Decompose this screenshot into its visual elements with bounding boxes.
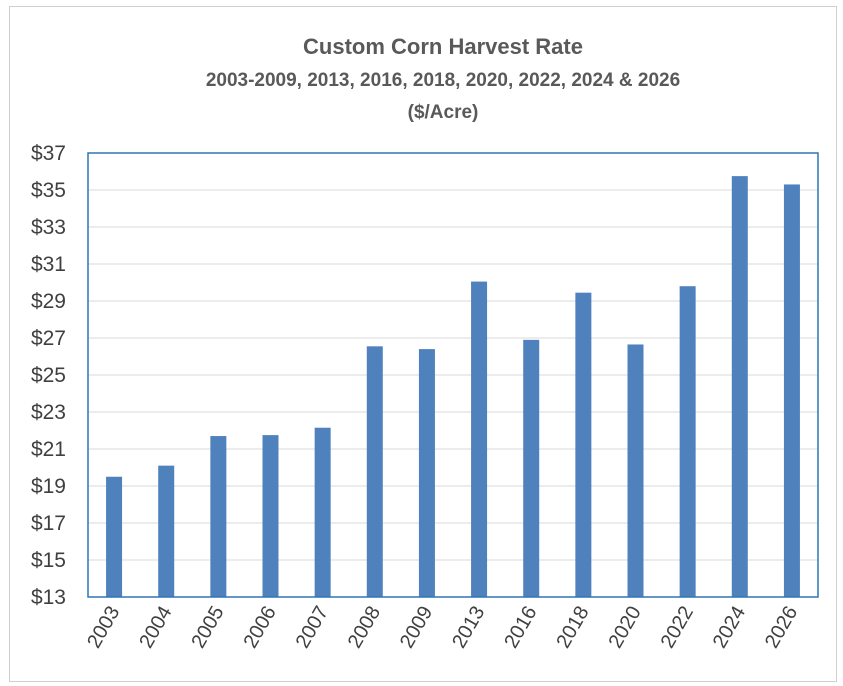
bar-2016 <box>523 339 540 597</box>
y-tick-label: $23 <box>31 401 66 424</box>
bar-2022 <box>679 286 696 597</box>
bar-2026 <box>783 184 800 597</box>
bar-2004 <box>158 465 175 597</box>
bar-2018 <box>575 292 592 597</box>
x-tick-label: 2005 <box>187 603 228 653</box>
x-tick-label: 2009 <box>396 603 437 653</box>
y-tick-label: $27 <box>31 327 66 350</box>
y-tick-label: $15 <box>31 549 66 572</box>
x-tick-label: 2024 <box>709 603 750 653</box>
bar-2007 <box>314 427 331 597</box>
y-tick-label: $19 <box>31 475 66 498</box>
gridlines <box>88 189 818 561</box>
chart-unit-label: ($/Acre) <box>408 102 479 123</box>
x-tick-label: 2007 <box>292 603 333 653</box>
y-tick-label: $13 <box>31 586 66 609</box>
y-tick-label: $33 <box>31 216 66 239</box>
chart-subtitle: 2003-2009, 2013, 2016, 2018, 2020, 2022,… <box>206 70 680 91</box>
x-tick-label: 2026 <box>761 603 802 653</box>
bar-2020 <box>627 344 644 597</box>
x-axis-ticks: 2003 2004 2005 2006 2007 2008 2009 2013 2016 2018… <box>83 603 802 653</box>
y-tick-label: $21 <box>31 438 66 461</box>
y-tick-label: $17 <box>31 512 66 535</box>
bar-2006 <box>262 435 279 597</box>
bar-2008 <box>366 346 383 597</box>
x-tick-label: 2006 <box>240 603 281 653</box>
bar-2013 <box>471 281 488 597</box>
plot-area-border <box>87 152 819 598</box>
x-tick-label: 2008 <box>344 603 385 653</box>
bar-2003 <box>106 476 123 597</box>
chart-title: Custom Corn Harvest Rate <box>303 34 583 59</box>
x-tick-label: 2022 <box>657 603 698 653</box>
x-tick-label: 2013 <box>448 603 489 653</box>
bars <box>106 176 800 597</box>
bar-2009 <box>418 349 435 597</box>
y-axis-ticks: $13 $15 $17 $19 $21 $23 $25 $27 $29 $31 $33 $35 $37 <box>31 142 66 609</box>
y-tick-label: $29 <box>31 290 66 313</box>
x-tick-label: 2003 <box>83 603 124 653</box>
y-tick-label: $35 <box>31 179 66 202</box>
bar-2005 <box>210 436 227 597</box>
bar-2024 <box>731 176 748 597</box>
y-tick-label: $31 <box>31 253 66 276</box>
x-tick-label: 2004 <box>135 603 176 653</box>
x-tick-label: 2020 <box>605 603 646 653</box>
y-tick-label: $25 <box>31 364 66 387</box>
x-tick-label: 2016 <box>500 603 541 653</box>
y-tick-label: $37 <box>31 142 66 165</box>
x-tick-label: 2018 <box>552 603 593 653</box>
